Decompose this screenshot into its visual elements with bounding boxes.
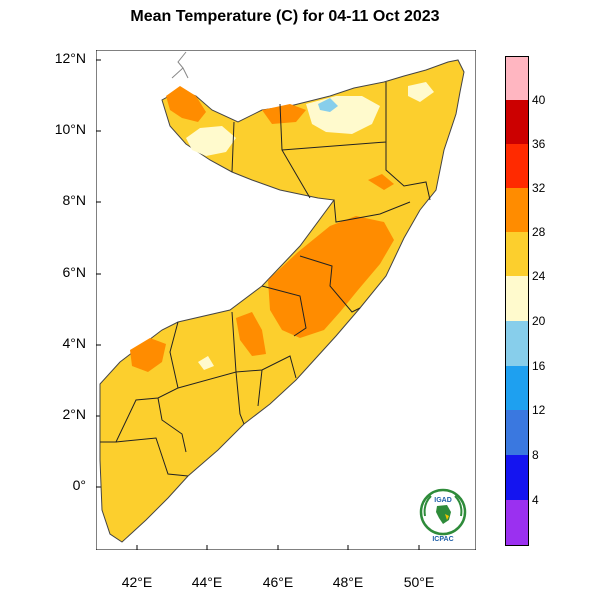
- colorbar-label-12: 12: [532, 403, 546, 417]
- colorbar-swatch-40plus: [505, 56, 529, 101]
- colorbar-label-4: 4: [532, 493, 539, 507]
- colorbar-label-32: 32: [532, 181, 546, 195]
- cool-patch-ne: [408, 82, 434, 102]
- colorbar-swatch-below-4: [505, 500, 529, 546]
- colorbar-label-40: 40: [532, 93, 546, 107]
- lat-tick-6n: 6°N: [62, 264, 87, 280]
- cold-patch: [318, 98, 338, 112]
- lat-tick-12n: 12°N: [54, 50, 86, 66]
- colorbar-label-36: 36: [532, 137, 546, 151]
- colorbar-swatch-32-36: [505, 144, 529, 188]
- warm-patch-mid: [236, 312, 266, 356]
- warm-patch-north: [262, 104, 306, 124]
- colorbar-label-16: 16: [532, 359, 546, 373]
- admin-boundaries: [100, 82, 431, 477]
- lon-tick-44e: 44°E: [191, 574, 223, 590]
- lon-tick-42e: 42°E: [121, 574, 153, 590]
- warm-patch-nw: [166, 86, 206, 122]
- lon-tick-48e: 48°E: [332, 574, 364, 590]
- axis-ticks: [96, 59, 420, 550]
- map-title: Mean Temperature (C) for 04-11 Oct 2023: [130, 8, 440, 25]
- colorbar-label-24: 24: [532, 269, 546, 283]
- colorbar-label-28: 28: [532, 225, 546, 239]
- temperature-map: [96, 50, 476, 550]
- colorbar-swatch-8-12: [505, 410, 529, 455]
- colorbar-swatch-20-24: [505, 276, 529, 321]
- colorbar-swatch-24-28: [505, 232, 529, 276]
- colorbar-swatch-4-8: [505, 455, 529, 500]
- lat-tick-4n: 4°N: [62, 335, 87, 351]
- cool-patch-west: [186, 126, 236, 156]
- logo-text-igad: IGAD: [434, 497, 452, 504]
- logo-text-icpac: ICPAC: [432, 536, 453, 543]
- neighbour-border: [171, 51, 189, 79]
- lat-tick-8n: 8°N: [62, 192, 87, 208]
- colorbar-swatch-16-20: [505, 321, 529, 366]
- colorbar-swatch-36-40: [505, 100, 529, 144]
- colorbar-swatch-12-16: [505, 366, 529, 410]
- lat-tick-0: 0°: [72, 477, 86, 493]
- lon-tick-50e: 50°E: [403, 574, 435, 590]
- warm-patch-sw: [130, 338, 166, 372]
- lat-tick-2n: 2°N: [62, 406, 87, 422]
- cool-patch-south: [198, 356, 214, 370]
- lon-tick-46e: 46°E: [262, 574, 294, 590]
- colorbar-label-8: 8: [532, 448, 539, 462]
- colorbar-label-20: 20: [532, 314, 546, 328]
- lat-tick-10n: 10°N: [54, 121, 86, 137]
- warm-patch-ne: [368, 174, 394, 190]
- colorbar-swatch-28-32: [505, 188, 529, 232]
- igad-icpac-logo: IGAD ICPAC: [419, 488, 467, 543]
